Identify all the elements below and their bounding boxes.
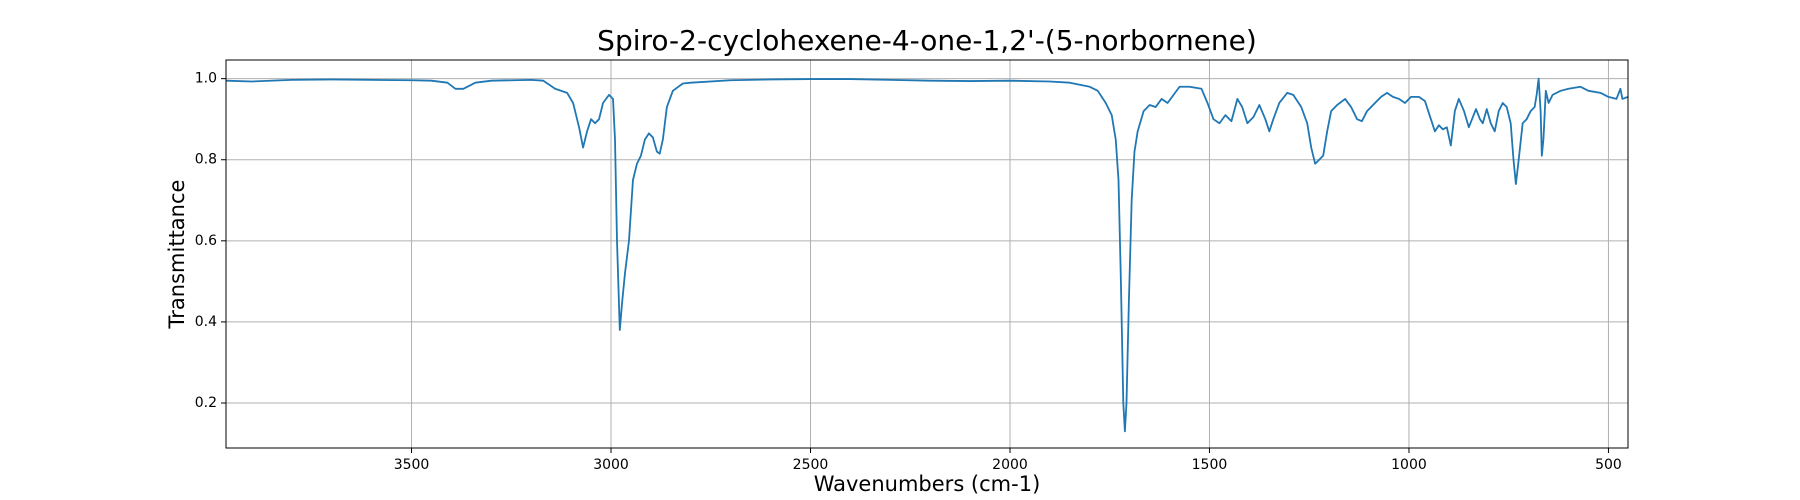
x-tick-label: 1000 (1391, 457, 1427, 473)
x-tick-label: 2000 (992, 457, 1028, 473)
x-tick-label: 2500 (793, 457, 829, 473)
x-tick-label: 1500 (1192, 457, 1228, 473)
x-tick-label: 3500 (394, 457, 430, 473)
x-axis-label: Wavenumbers (cm-1) (814, 472, 1041, 496)
y-tick-label: 0.4 (195, 314, 217, 330)
y-tick-label: 0.8 (195, 152, 217, 168)
y-axis-label: Transmittance (165, 180, 189, 330)
plot-frame (225, 59, 1629, 449)
chart-title: Spiro-2-cyclohexene-4-one-1,2'-(5-norbor… (597, 24, 1257, 57)
x-tick-label: 500 (1595, 457, 1622, 473)
y-tick-label: 0.2 (195, 395, 217, 411)
y-tick-label: 0.6 (195, 233, 217, 249)
spectrum-line (225, 77, 1629, 433)
x-tick-label: 3000 (593, 457, 629, 473)
y-tick-label: 1.0 (195, 71, 217, 87)
